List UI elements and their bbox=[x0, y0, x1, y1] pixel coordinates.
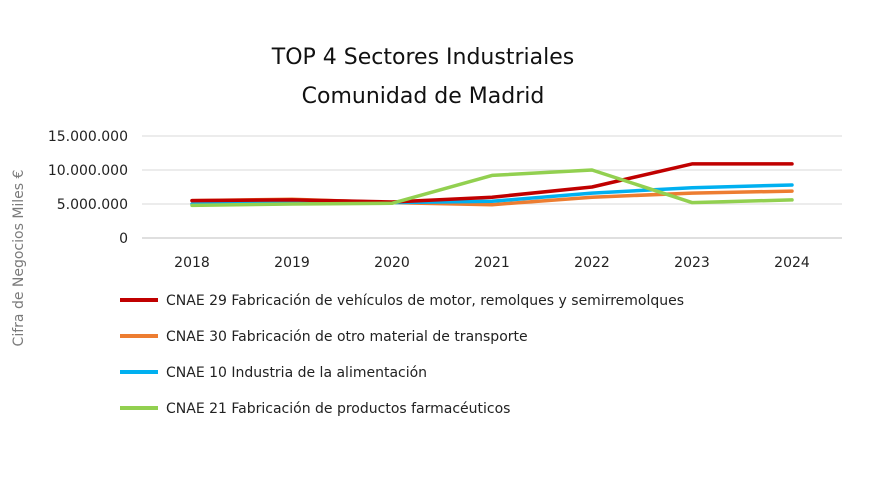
x-tick-label: 2020 bbox=[374, 255, 410, 271]
legend-label: CNAE 21 Fabricación de productos farmacé… bbox=[166, 401, 510, 417]
x-tick-label: 2023 bbox=[674, 255, 710, 271]
legend: CNAE 29 Fabricación de vehículos de moto… bbox=[120, 293, 684, 417]
chart-title-line-1: TOP 4 Sectores Industriales bbox=[271, 45, 574, 70]
legend-label: CNAE 30 Fabricación de otro material de … bbox=[166, 329, 528, 345]
x-tick-label: 2024 bbox=[774, 255, 810, 271]
legend-entry: CNAE 21 Fabricación de productos farmacé… bbox=[120, 401, 510, 417]
series-lines bbox=[190, 162, 794, 208]
x-tick-label: 2018 bbox=[174, 255, 210, 271]
y-tick-label: 10.000.000 bbox=[48, 163, 128, 179]
y-tick-label: 15.000.000 bbox=[48, 129, 128, 145]
y-axis-label: Cifra de Negocios Miles € bbox=[11, 170, 27, 347]
y-tick-label: 0 bbox=[119, 231, 128, 247]
y-tick-label: 5.000.000 bbox=[57, 197, 128, 213]
x-tick-label: 2022 bbox=[574, 255, 610, 271]
chart-title: TOP 4 Sectores Industriales Comunidad de… bbox=[271, 45, 574, 109]
legend-entry: CNAE 10 Industria de la alimentación bbox=[120, 365, 427, 381]
series-line bbox=[190, 162, 794, 204]
legend-label: CNAE 29 Fabricación de vehículos de moto… bbox=[166, 293, 684, 309]
legend-entry: CNAE 29 Fabricación de vehículos de moto… bbox=[120, 293, 684, 309]
x-tick-labels: 2018 2019 2020 2021 2022 2023 2024 bbox=[174, 255, 810, 271]
series-line bbox=[190, 168, 794, 208]
legend-label: CNAE 10 Industria de la alimentación bbox=[166, 365, 427, 381]
x-tick-label: 2019 bbox=[274, 255, 310, 271]
x-tick-label: 2021 bbox=[474, 255, 510, 271]
chart-title-line-2: Comunidad de Madrid bbox=[302, 84, 545, 109]
legend-entry: CNAE 30 Fabricación de otro material de … bbox=[120, 329, 528, 345]
y-tick-labels: 0 5.000.000 10.000.000 15.000.000 bbox=[48, 129, 128, 247]
